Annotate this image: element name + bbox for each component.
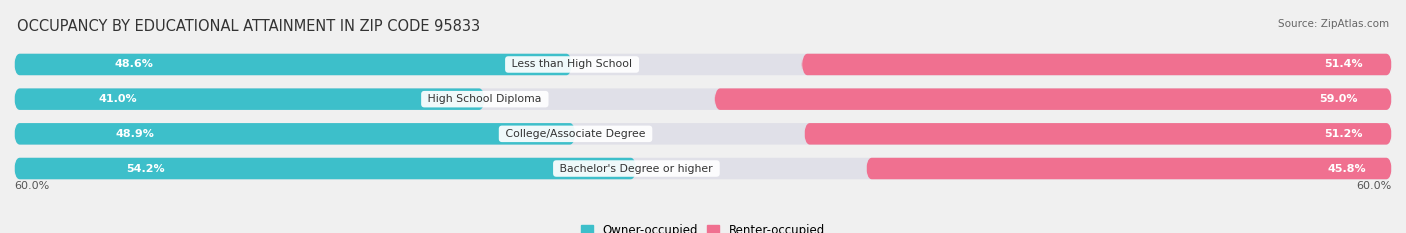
- Text: OCCUPANCY BY EDUCATIONAL ATTAINMENT IN ZIP CODE 95833: OCCUPANCY BY EDUCATIONAL ATTAINMENT IN Z…: [17, 19, 479, 34]
- Text: 60.0%: 60.0%: [1357, 181, 1392, 191]
- FancyBboxPatch shape: [801, 54, 1392, 75]
- Text: Bachelor's Degree or higher: Bachelor's Degree or higher: [557, 164, 717, 174]
- Text: 41.0%: 41.0%: [98, 94, 138, 104]
- FancyBboxPatch shape: [714, 88, 1392, 110]
- FancyBboxPatch shape: [14, 88, 1392, 110]
- Text: College/Associate Degree: College/Associate Degree: [502, 129, 650, 139]
- FancyBboxPatch shape: [14, 158, 637, 179]
- FancyBboxPatch shape: [14, 123, 1392, 145]
- Legend: Owner-occupied, Renter-occupied: Owner-occupied, Renter-occupied: [576, 219, 830, 233]
- FancyBboxPatch shape: [804, 123, 1392, 145]
- Text: 48.6%: 48.6%: [114, 59, 153, 69]
- Text: 59.0%: 59.0%: [1320, 94, 1358, 104]
- Text: 60.0%: 60.0%: [14, 181, 49, 191]
- Text: 54.2%: 54.2%: [127, 164, 165, 174]
- Text: Source: ZipAtlas.com: Source: ZipAtlas.com: [1278, 19, 1389, 29]
- FancyBboxPatch shape: [14, 54, 1392, 75]
- Text: 45.8%: 45.8%: [1327, 164, 1365, 174]
- FancyBboxPatch shape: [866, 158, 1392, 179]
- FancyBboxPatch shape: [14, 158, 1392, 179]
- FancyBboxPatch shape: [14, 54, 572, 75]
- Text: High School Diploma: High School Diploma: [425, 94, 546, 104]
- Text: 51.2%: 51.2%: [1324, 129, 1362, 139]
- FancyBboxPatch shape: [14, 123, 575, 145]
- Text: Less than High School: Less than High School: [509, 59, 636, 69]
- FancyBboxPatch shape: [14, 88, 485, 110]
- Text: 51.4%: 51.4%: [1324, 59, 1362, 69]
- Text: 48.9%: 48.9%: [115, 129, 155, 139]
